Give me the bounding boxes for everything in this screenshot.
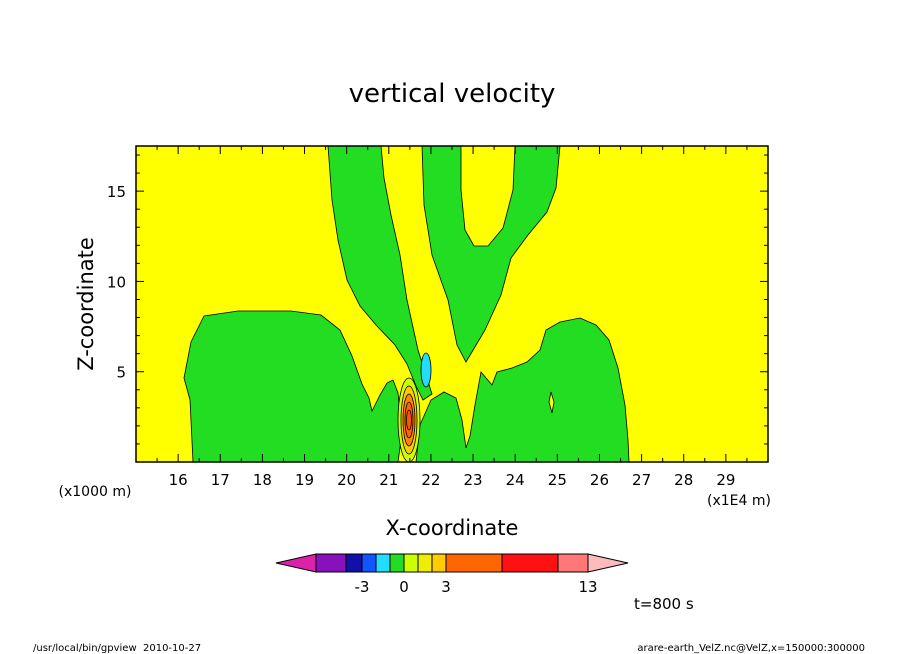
x-scale-note: (x1E4 m) <box>707 493 771 509</box>
x-tick-label: 27 <box>632 471 651 489</box>
colorbar-segment <box>315 553 347 573</box>
x-tick-label: 17 <box>211 471 230 489</box>
colorbar-segment <box>501 553 559 573</box>
footer-left: /usr/local/bin/gpview 2010-10-27 <box>33 643 201 654</box>
colorbar-segment <box>375 553 391 573</box>
footer-right: arare-earth_VelZ.nc@VelZ,x=150000:300000 <box>637 643 865 654</box>
x-tick-label: 28 <box>674 471 693 489</box>
colorbar-segment <box>389 553 405 573</box>
x-tick-label: 24 <box>506 471 525 489</box>
x-axis-ticks: 16 17 18 19 20 21 22 23 24 25 26 27 28 29 <box>156 146 748 489</box>
x-tick-label: 29 <box>716 471 735 489</box>
colorbar-tick-label: -3 <box>355 578 370 596</box>
colorbar-labels: -3 0 3 13 <box>355 578 598 596</box>
chart-title: vertical velocity <box>349 79 556 109</box>
x-tick-label: 18 <box>253 471 272 489</box>
y-scale-note: (x1000 m) <box>59 484 132 500</box>
colorbar <box>275 553 629 573</box>
colorbar-segment <box>445 553 503 573</box>
x-tick-label: 26 <box>590 471 609 489</box>
colorbar-left-arrow <box>275 553 317 573</box>
colorbar-tick-label: 3 <box>441 578 451 596</box>
contour-region-left-column <box>327 145 433 401</box>
colorbar-segment <box>345 553 363 573</box>
x-tick-label: 16 <box>169 471 188 489</box>
colorbar-segment <box>417 553 433 573</box>
y-tick-label: 15 <box>107 183 126 201</box>
y-axis-label: Z-coordinate <box>74 237 98 371</box>
colorbar-segment <box>557 553 589 573</box>
contour-updraft-5 <box>406 409 412 431</box>
colorbar-segment <box>431 553 447 573</box>
contour-region-center-column <box>421 145 561 363</box>
y-tick-label: 5 <box>116 364 126 382</box>
colorbar-segment <box>403 553 419 573</box>
y-axis-ticks: 5 10 15 <box>107 154 768 445</box>
x-axis-label: X-coordinate <box>386 516 519 540</box>
x-tick-label: 21 <box>379 471 398 489</box>
colorbar-segment <box>361 553 377 573</box>
x-tick-label: 19 <box>295 471 314 489</box>
x-tick-label: 23 <box>464 471 483 489</box>
contour-notch-right <box>548 391 555 414</box>
contour-hole-center <box>460 145 516 247</box>
y-tick-label: 10 <box>107 273 126 291</box>
x-tick-label: 22 <box>421 471 440 489</box>
colorbar-tick-label: 0 <box>399 578 409 596</box>
x-tick-label: 25 <box>548 471 567 489</box>
time-label: t=800 s <box>634 595 694 613</box>
x-tick-label: 20 <box>337 471 356 489</box>
colorbar-tick-label: 13 <box>578 578 597 596</box>
colorbar-right-arrow <box>587 553 629 573</box>
plot-area: 16 17 18 19 20 21 22 23 24 25 26 27 28 29 5 10 15 <box>107 145 769 489</box>
contour-region-right-low <box>415 317 630 463</box>
contour-downdraft-core <box>420 352 432 388</box>
